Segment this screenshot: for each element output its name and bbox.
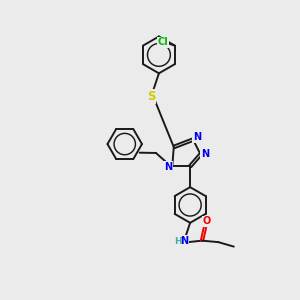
Text: Cl: Cl xyxy=(158,37,168,47)
Text: H: H xyxy=(174,237,182,246)
Text: O: O xyxy=(202,216,211,226)
Text: N: N xyxy=(201,149,209,159)
Text: N: N xyxy=(180,236,188,246)
Text: N: N xyxy=(164,162,172,172)
Text: S: S xyxy=(147,90,156,103)
Text: N: N xyxy=(193,132,201,142)
